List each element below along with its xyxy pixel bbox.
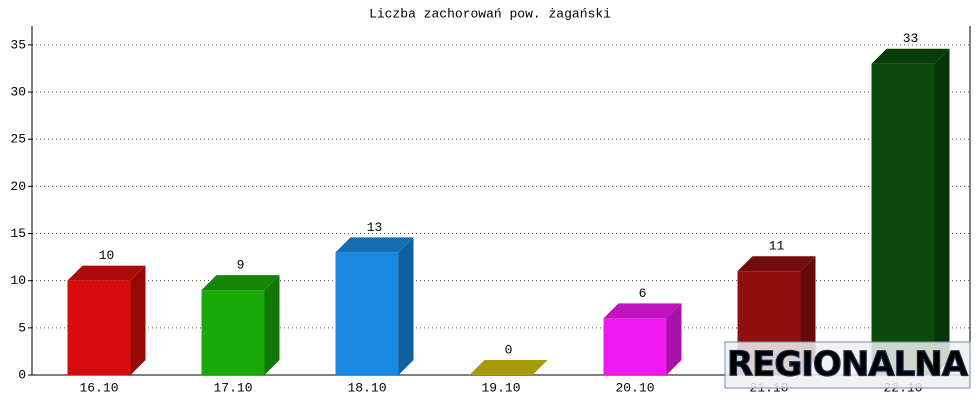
y-tick-label: 15 bbox=[10, 226, 26, 241]
bar bbox=[201, 290, 265, 375]
value-label: 13 bbox=[367, 220, 383, 235]
bar-side bbox=[130, 265, 146, 375]
bar-top bbox=[469, 360, 548, 375]
bar bbox=[67, 280, 131, 375]
y-tick-label: 35 bbox=[10, 37, 26, 52]
value-label: 9 bbox=[237, 258, 245, 273]
x-tick-label: 18.10 bbox=[347, 380, 386, 395]
y-tick-label: 10 bbox=[10, 273, 26, 288]
bar-top bbox=[603, 303, 682, 319]
bar-side bbox=[264, 275, 280, 375]
value-label: 10 bbox=[99, 248, 115, 263]
y-tick-label: 20 bbox=[10, 179, 26, 194]
bar-side bbox=[934, 48, 950, 375]
value-label: 0 bbox=[505, 342, 513, 357]
x-tick-label: 17.10 bbox=[213, 380, 252, 395]
bar bbox=[603, 318, 667, 375]
bar-side bbox=[398, 237, 414, 375]
value-label: 33 bbox=[903, 31, 919, 46]
y-tick-label: 0 bbox=[18, 367, 26, 382]
bar bbox=[871, 63, 935, 375]
x-tick-label: 16.10 bbox=[79, 380, 118, 395]
bar-side bbox=[666, 303, 682, 375]
watermark: REGIONALNA bbox=[724, 341, 971, 389]
x-tick-label: 20.10 bbox=[615, 380, 654, 395]
watermark-text: REGIONALNA bbox=[727, 345, 969, 385]
watermark-box bbox=[724, 341, 971, 389]
bar-top bbox=[67, 265, 146, 281]
x-tick-label: 19.10 bbox=[481, 380, 520, 395]
bar-top bbox=[871, 48, 950, 64]
value-label: 6 bbox=[639, 286, 647, 301]
bar bbox=[335, 252, 399, 375]
value-label: 11 bbox=[769, 239, 785, 254]
y-tick-label: 30 bbox=[10, 84, 26, 99]
bar-top bbox=[335, 237, 414, 253]
y-tick-label: 25 bbox=[10, 132, 26, 147]
chart-title: Liczba zachorowań pow. żagański bbox=[369, 6, 611, 21]
bar-top bbox=[737, 256, 816, 272]
bar-top bbox=[201, 275, 280, 291]
y-tick-label: 5 bbox=[18, 320, 26, 335]
